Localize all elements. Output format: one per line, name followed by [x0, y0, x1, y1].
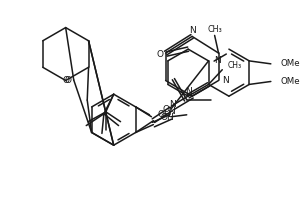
Text: N: N	[185, 87, 191, 96]
Text: N: N	[215, 56, 221, 65]
Text: O: O	[64, 76, 72, 85]
Text: OH: OH	[160, 113, 174, 122]
Text: OMe: OMe	[281, 77, 300, 86]
Text: O: O	[62, 76, 69, 84]
Text: N: N	[169, 100, 175, 109]
Text: N: N	[222, 76, 229, 85]
Text: OMe: OMe	[281, 59, 300, 68]
Text: CH₃: CH₃	[227, 61, 241, 70]
Text: N: N	[168, 107, 175, 116]
Text: OH: OH	[157, 110, 171, 119]
Text: CH₃: CH₃	[207, 25, 222, 34]
Text: O: O	[162, 105, 169, 114]
Text: N: N	[189, 26, 195, 35]
Text: O: O	[156, 50, 163, 59]
